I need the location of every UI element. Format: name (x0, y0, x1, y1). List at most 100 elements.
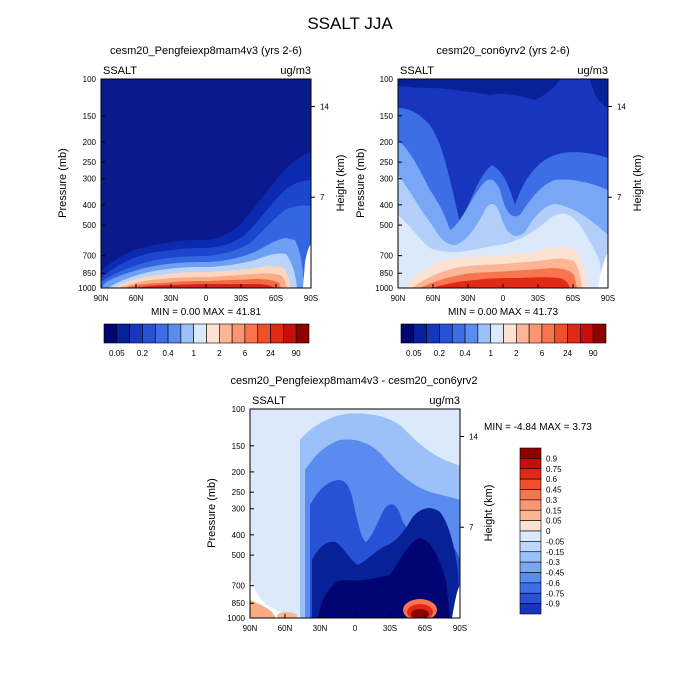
y-tick-label: 1000 (227, 614, 245, 623)
units-label: ug/m3 (577, 65, 608, 77)
x-tick-label: 30S (383, 624, 397, 633)
colorbar-label: 0.2 (434, 349, 446, 358)
colorbar-label: 0.75 (546, 465, 562, 474)
colorbar-swatch (567, 323, 581, 344)
variable-label: SSALT (400, 65, 434, 77)
units-label: ug/m3 (429, 395, 460, 407)
colorbar-swatch (142, 323, 156, 344)
y-tick-label: 400 (83, 201, 97, 210)
y-tick-label: 500 (83, 221, 97, 230)
y-tick-label: 850 (83, 269, 97, 278)
x-tick-label: 0 (204, 294, 209, 303)
y-tick-label: 200 (83, 138, 97, 147)
y2-axis-label: Height (km) (335, 155, 347, 212)
x-tick-label: 30N (164, 294, 179, 303)
panel-1: cesm20_Pengfeiexp8mam4v3 (yrs 2-6) SSALT… (57, 45, 347, 318)
y-tick-label: 100 (232, 405, 246, 414)
x-tick-label: 90S (304, 294, 318, 303)
colorbar-swatch (451, 323, 466, 344)
colorbar-label: -0.15 (546, 548, 565, 557)
colorbar-swatch (519, 468, 542, 480)
page-title: SSALT JJA (307, 14, 393, 33)
colorbar-swatch (283, 323, 297, 344)
colorbar-swatch (103, 323, 118, 344)
colorbar-label: 0.3 (546, 496, 558, 505)
colorbar-swatch (519, 603, 542, 615)
colorbar-swatch (580, 323, 594, 344)
colorbar-label: 0 (546, 527, 551, 536)
colorbar-swatch (519, 582, 542, 594)
colorbar-swatch (592, 323, 607, 344)
y-axis-label: Pressure (mb) (206, 478, 218, 548)
x-tick-label: 60S (566, 294, 580, 303)
contour-field (398, 79, 608, 288)
y2-tick-label: 14 (320, 102, 329, 111)
y-tick-label: 300 (83, 175, 97, 184)
y-tick-label: 400 (380, 201, 394, 210)
colorbar-label: 2 (514, 349, 519, 358)
y-tick-label: 400 (232, 531, 246, 540)
y-tick-label: 250 (380, 158, 394, 167)
y-tick-label: 250 (232, 488, 246, 497)
y2-tick-label: 14 (469, 432, 478, 441)
colorbar-swatch (519, 561, 542, 573)
colorbar-swatch (519, 530, 542, 542)
y-tick-label: 200 (232, 468, 246, 477)
x-tick-label: 0 (353, 624, 358, 633)
y-tick-label: 100 (380, 75, 394, 84)
x-tick-label: 60N (129, 294, 144, 303)
colorbar-swatch (503, 323, 517, 344)
colorbar-label: -0.05 (546, 537, 565, 546)
colorbar-swatch (541, 323, 556, 344)
colorbar-swatch (295, 323, 310, 344)
x-tick-label: 30N (313, 624, 328, 633)
colorbar-swatch (426, 323, 440, 344)
colorbar-label: -0.75 (546, 589, 565, 598)
colorbar-swatch (206, 323, 220, 344)
colorbar-label: 0.05 (109, 349, 125, 358)
colorbar-label: 0.2 (137, 349, 149, 358)
panel-3: cesm20_Pengfeiexp8mam4v3 - cesm20_con6yr… (206, 375, 592, 619)
y2-axis-label: Height (km) (483, 485, 495, 542)
contour-field (250, 409, 460, 618)
y-tick-label: 850 (380, 269, 394, 278)
x-tick-label: 90N (243, 624, 258, 633)
y-axis-label: Pressure (mb) (355, 148, 367, 218)
colorbar-label: 0.45 (546, 486, 562, 495)
colorbar-swatch (519, 541, 542, 553)
colorbar-label: -0.45 (546, 569, 565, 578)
colorbar-label: -0.3 (546, 558, 560, 567)
x-tick-label: 60S (269, 294, 283, 303)
y-axis-label: Pressure (mb) (57, 148, 69, 218)
colorbar-swatch (244, 323, 259, 344)
units-label: ug/m3 (280, 65, 311, 77)
y-tick-label: 850 (232, 599, 246, 608)
colorbar-swatch (519, 572, 542, 584)
x-tick-label: 30S (234, 294, 248, 303)
minmax-label: MIN = 0.00 MAX = 41.73 (448, 307, 558, 318)
y2-tick-label: 7 (320, 193, 325, 202)
colorbar-swatch (554, 323, 568, 344)
y2-axis-label: Height (km) (632, 155, 644, 212)
panel-title: cesm20_Pengfeiexp8mam4v3 - cesm20_con6yr… (230, 375, 477, 387)
x-tick-label: 60N (426, 294, 441, 303)
colorbar-label: 6 (243, 349, 248, 358)
y-tick-label: 150 (232, 442, 246, 451)
y-tick-label: 1000 (78, 284, 96, 293)
colorbar-label: 90 (292, 349, 301, 358)
colorbar-swatch (477, 323, 491, 344)
colorbar-swatch (519, 458, 542, 470)
colorbar-swatch (167, 323, 182, 344)
colorbar-label: 0.9 (546, 454, 558, 463)
colorbar-swatch (400, 323, 415, 344)
colorbar-swatch (154, 323, 169, 344)
y-tick-label: 150 (83, 112, 97, 121)
colorbar-swatch (129, 323, 143, 344)
y2-tick-label: 7 (469, 523, 474, 532)
colorbar-swatch (193, 323, 207, 344)
variable-label: SSALT (103, 65, 137, 77)
colorbar-swatch (270, 323, 284, 344)
y-tick-label: 100 (83, 75, 97, 84)
colorbar-label: 0.05 (546, 517, 562, 526)
